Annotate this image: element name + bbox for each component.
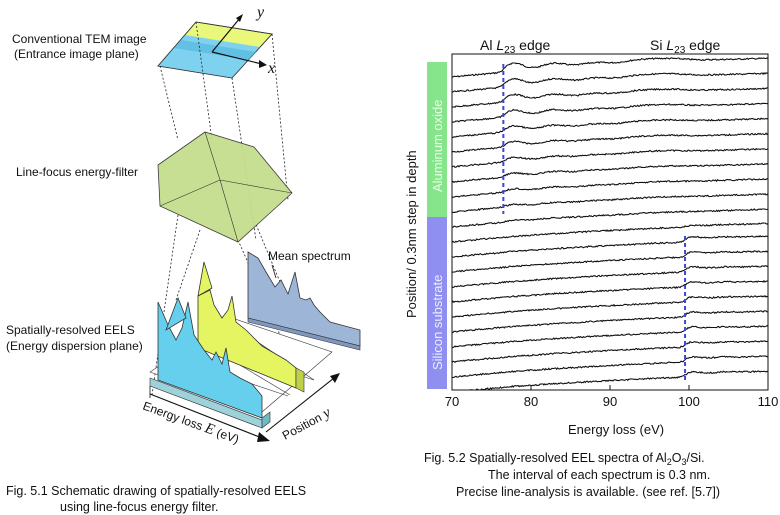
axis-label-x: x xyxy=(267,60,275,77)
spectrum-line xyxy=(452,72,768,93)
spectrum-line xyxy=(452,325,768,349)
mean-spectrum-label: Mean spectrum xyxy=(268,249,351,263)
x-axis-line xyxy=(211,51,263,65)
spectrum-line xyxy=(452,222,768,243)
spectrum-line xyxy=(452,102,768,123)
position-axis xyxy=(265,377,335,433)
spectrum-line xyxy=(452,295,768,318)
spectrum-line xyxy=(452,162,768,184)
left-schematic: y x Conventional TEM image (Entrance ima… xyxy=(6,4,361,514)
spectrum-line xyxy=(452,87,768,109)
silicon-substrate-band xyxy=(427,217,447,389)
aluminum-oxide-label: Aluminum oxide xyxy=(430,100,445,193)
chart-ylabel: Position/ 0.3nm step in depth xyxy=(404,150,419,318)
aluminum-oxide-band xyxy=(427,62,447,217)
spectrum-line xyxy=(462,370,768,390)
x-tick-label: 110 xyxy=(758,394,779,409)
fig52-caption-line3: Precise line-analysis is available. (see… xyxy=(456,485,720,499)
chart-xlabel: Energy loss (eV) xyxy=(568,422,664,437)
energy-loss-arrowhead xyxy=(257,432,270,442)
spectrum-line xyxy=(452,147,768,168)
energy-filter-prism xyxy=(157,131,293,243)
y-axis-line xyxy=(211,17,241,53)
energy-loss-axis xyxy=(149,393,263,439)
silicon-substrate-label: Silicon substrate xyxy=(430,275,445,370)
edge-markers xyxy=(502,64,687,380)
fig52-caption-line1: Fig. 5.2 Spatially-resolved EEL spectra … xyxy=(424,451,705,467)
fig51-caption-line2: using line-focus energy filter. xyxy=(60,500,218,514)
x-tick-label: 90 xyxy=(603,394,617,409)
axis-label-y: y xyxy=(255,4,265,21)
spectrum-line xyxy=(452,192,768,214)
spectrum-line xyxy=(452,117,768,139)
x-ticks: 70 80 90 100 110 xyxy=(445,385,779,409)
spectrum-line xyxy=(452,57,768,78)
spectrum-line xyxy=(452,355,768,379)
spectrum-line xyxy=(452,132,768,153)
spectrum-line xyxy=(452,265,768,289)
spectrum-line xyxy=(452,208,768,229)
spectrum-line xyxy=(452,310,768,334)
filter-label: Line-focus energy-filter xyxy=(16,165,138,179)
x-tick-label: 70 xyxy=(445,394,459,409)
right-chart: Position/ 0.3nm step in depth Aluminum o… xyxy=(404,37,778,499)
x-axis-arrowhead xyxy=(259,60,267,68)
si-edge-label: Si L23 edge xyxy=(650,37,721,56)
spectrum-line xyxy=(452,177,768,199)
eels-label-line1: Spatially-resolved EELS xyxy=(6,323,135,337)
spectra-group xyxy=(452,57,768,390)
position-arrowhead xyxy=(330,373,340,383)
y-axis-arrowhead xyxy=(236,14,243,22)
spectrum-panel-cyan xyxy=(157,301,263,419)
fig52-caption-line2: The interval of each spectrum is 0.3 nm. xyxy=(488,468,710,482)
x-tick-label: 100 xyxy=(678,394,700,409)
spectrum-line xyxy=(452,235,768,258)
position-label: Position y xyxy=(279,405,333,444)
spectrum-line xyxy=(452,340,768,364)
mean-spectrum-panel xyxy=(247,251,361,347)
spectrum-line xyxy=(452,279,768,304)
fig51-caption-line1: Fig. 5.1 Schematic drawing of spatially-… xyxy=(6,484,306,498)
eels-label-line2: (Energy dispersion plane) xyxy=(6,339,143,353)
x-tick-label: 80 xyxy=(524,394,538,409)
spectrum-line xyxy=(452,250,768,274)
tem-label-line2: (Entrance image plane) xyxy=(14,47,139,61)
tem-label-line1: Conventional TEM image xyxy=(12,32,147,46)
al-edge-label: Al L23 edge xyxy=(480,37,551,56)
